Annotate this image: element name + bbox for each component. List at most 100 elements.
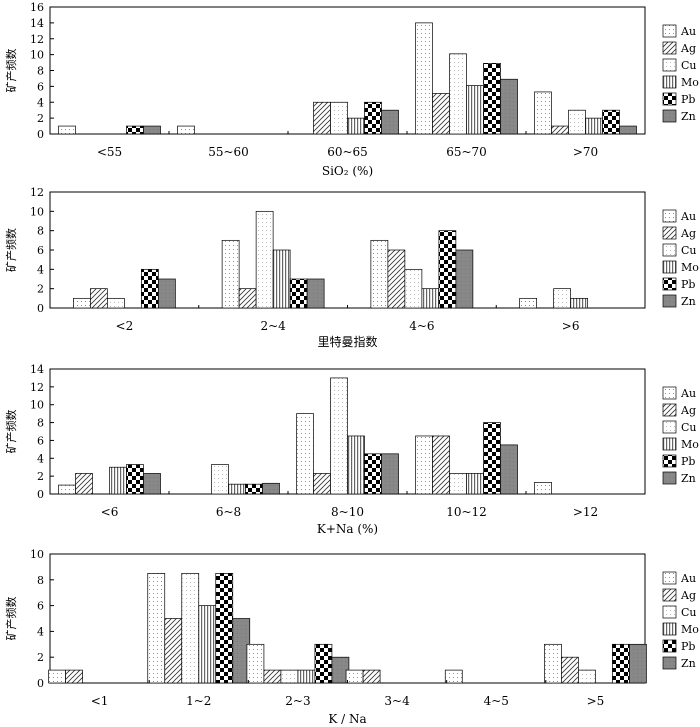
bar-zn-2 xyxy=(306,278,325,309)
legend-label-au: Au xyxy=(680,210,696,223)
category-label: 8~10 xyxy=(331,505,364,519)
bar-pb-1 xyxy=(126,125,144,135)
bar-au-1 xyxy=(58,125,76,135)
bar-zn-2 xyxy=(262,482,280,495)
category-label: >6 xyxy=(562,319,580,333)
legend-swatch-au xyxy=(662,209,677,223)
category-label: <2 xyxy=(116,319,134,333)
bar-zn-4 xyxy=(500,78,518,135)
category-label: >5 xyxy=(587,694,605,708)
bar-pb-3 xyxy=(438,230,457,309)
bar-zn-1 xyxy=(143,125,161,135)
bar-au-3 xyxy=(246,643,265,684)
legend-swatch-zn xyxy=(662,471,677,485)
bar-pb-2 xyxy=(289,278,308,309)
category-label: >70 xyxy=(573,145,598,159)
y-tick-label: 12 xyxy=(30,33,44,46)
y-tick-label: 16 xyxy=(30,1,44,14)
y-tick-label: 2 xyxy=(37,283,44,296)
bar-ag-3 xyxy=(263,669,282,684)
category-label: 3~4 xyxy=(384,694,410,708)
bar-zn-3 xyxy=(455,249,474,309)
bar-au-2 xyxy=(221,239,240,309)
legend-label-mo: Mo xyxy=(681,261,699,274)
category-label: 65~70 xyxy=(446,145,487,159)
y-tick-label: 8 xyxy=(37,65,44,78)
bar-mo-4 xyxy=(570,297,588,309)
bar-zn-3 xyxy=(381,453,399,495)
legend-label-ag: Ag xyxy=(680,227,696,240)
legend: Au Ag Cu Mo Pb Zn xyxy=(662,24,699,123)
bar-ag-1 xyxy=(65,669,83,684)
bar-au-1 xyxy=(58,484,76,495)
y-axis-title: 矿产频数 xyxy=(4,228,18,272)
category-label: <55 xyxy=(97,145,122,159)
y-tick-label: 10 xyxy=(30,399,44,412)
legend-swatch-ag xyxy=(662,588,677,602)
legend-label-mo: Mo xyxy=(681,76,699,89)
bar-au-2 xyxy=(147,572,166,684)
category-label: 10~12 xyxy=(446,505,487,519)
category-label: >12 xyxy=(573,505,598,519)
legend-label-au: Au xyxy=(680,572,696,585)
legend-swatch-cu xyxy=(662,420,677,434)
bar-pb-2 xyxy=(215,572,234,684)
y-tick-label: 6 xyxy=(37,600,44,613)
bar-ag-3 xyxy=(313,473,331,495)
bar-ag-1 xyxy=(90,288,108,309)
legend: Au Ag Cu Mo Pb Zn xyxy=(662,209,699,308)
bar-mo-2 xyxy=(272,249,291,309)
legend-label-ag: Ag xyxy=(680,42,696,55)
bar-pb-4 xyxy=(483,422,501,495)
bar-ag-1 xyxy=(75,473,93,495)
y-tick-label: 2 xyxy=(37,651,44,664)
y-axis-title: 矿产频数 xyxy=(4,597,18,641)
legend-label-pb: Pb xyxy=(681,455,695,468)
bar-au-5 xyxy=(534,91,552,135)
bar-zn-5 xyxy=(619,125,637,135)
bar-mo-3 xyxy=(421,288,440,309)
legend-label-au: Au xyxy=(680,387,696,400)
bar-pb-1 xyxy=(126,464,144,495)
legend-label-cu: Cu xyxy=(681,606,697,619)
y-tick-label: 14 xyxy=(30,363,44,376)
y-tick-label: 2 xyxy=(37,112,44,125)
x-axis-title: K+Na (%) xyxy=(317,522,378,536)
legend-label-ag: Ag xyxy=(680,404,696,417)
legend-swatch-mo xyxy=(662,437,677,451)
bar-au-4 xyxy=(415,435,433,495)
legend-label-pb: Pb xyxy=(681,640,695,653)
legend-label-zn: Zn xyxy=(681,295,696,308)
y-tick-label: 4 xyxy=(37,96,44,109)
bar-mo-3 xyxy=(347,435,365,495)
y-tick-label: 8 xyxy=(37,574,44,587)
bar-mo-5 xyxy=(585,117,603,135)
y-tick-label: 0 xyxy=(37,488,44,501)
y-tick-label: 12 xyxy=(30,186,44,199)
bar-mo-4 xyxy=(466,85,484,135)
y-tick-label: 0 xyxy=(37,128,44,141)
legend-swatch-cu xyxy=(662,58,677,72)
legend-swatch-cu xyxy=(662,605,677,619)
y-tick-label: 2 xyxy=(37,470,44,483)
chart-panel-1: 0 2 4 6 8 10 12 14 16 矿产频数 <55 55~60 60~65 65~70 >70 Si… xyxy=(4,1,699,178)
bar-cu-4 xyxy=(449,473,467,495)
bar-pb-1 xyxy=(141,268,159,309)
category-label: 4~6 xyxy=(409,319,434,333)
chart-panel-3: 0 2 4 6 8 10 12 14 矿产频数 <6 6~8 8~10 10~12 >12 K+Na (%)… xyxy=(4,363,699,536)
y-tick-label: 6 xyxy=(37,80,44,93)
y-tick-label: 0 xyxy=(37,677,44,690)
y-axis-title: 矿产频数 xyxy=(4,410,18,454)
bar-cu-1 xyxy=(107,297,125,309)
legend-swatch-au xyxy=(662,24,677,38)
legend-swatch-ag xyxy=(662,403,677,417)
bar-ag-2 xyxy=(238,288,257,309)
bar-zn-1 xyxy=(143,473,161,495)
bar-au-5 xyxy=(534,482,552,495)
bar-ag-3 xyxy=(387,249,406,309)
legend-label-cu: Cu xyxy=(681,421,697,434)
bar-ag-2 xyxy=(164,618,183,684)
y-axis-title: 矿产频数 xyxy=(4,49,18,93)
bar-zn-1 xyxy=(158,278,176,309)
